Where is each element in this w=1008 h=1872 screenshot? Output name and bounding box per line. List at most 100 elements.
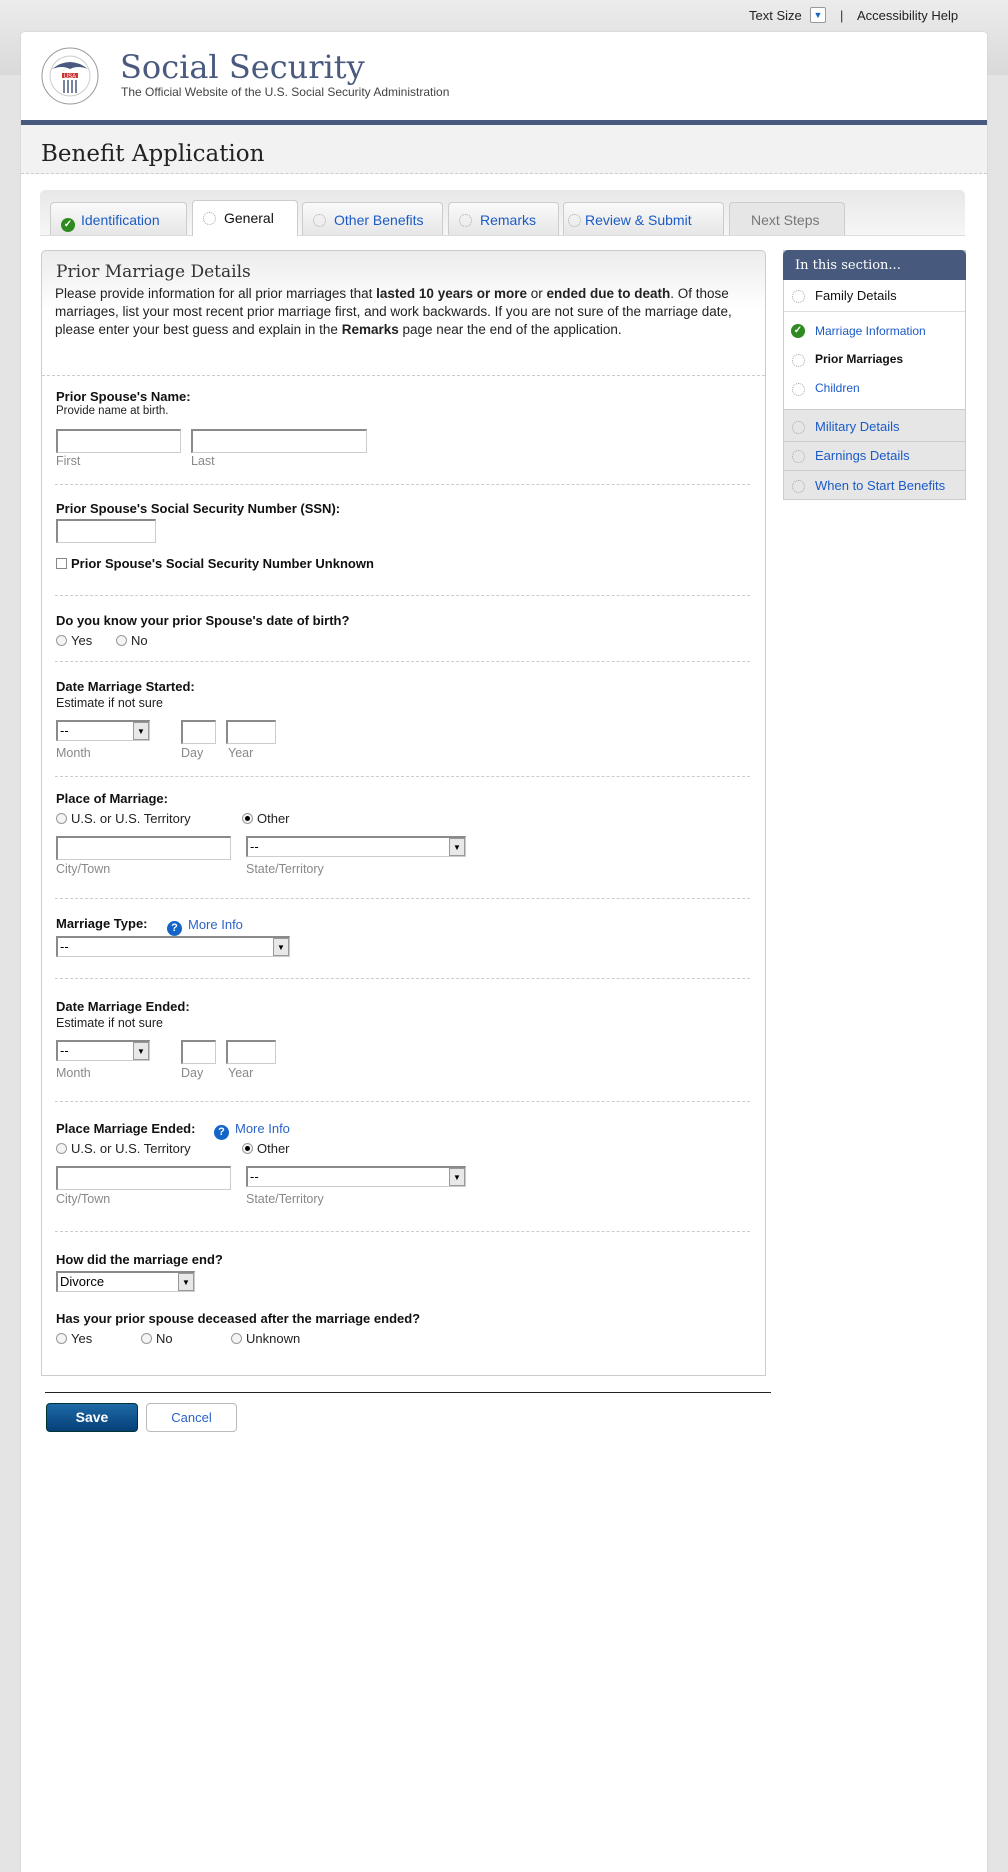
- divider: [55, 595, 750, 596]
- divider: [784, 470, 965, 471]
- tab-label: Review & Submit: [585, 212, 692, 228]
- last-name-input[interactable]: [191, 429, 367, 453]
- divider: [55, 1101, 750, 1102]
- tab-label: General: [224, 210, 274, 226]
- tab-label: Next Steps: [751, 212, 820, 228]
- place-ended-state-select[interactable]: -- ▼: [246, 1166, 466, 1187]
- place-us-radio[interactable]: U.S. or U.S. Territory: [56, 811, 191, 826]
- first-label: First: [56, 454, 81, 468]
- deceased-unknown-radio[interactable]: Unknown: [231, 1331, 300, 1346]
- marriage-type-select[interactable]: -- ▼: [56, 936, 290, 957]
- incomplete-circle-icon: [792, 354, 805, 367]
- accessibility-help-link[interactable]: Accessibility Help: [857, 8, 959, 23]
- incomplete-circle-icon: [792, 290, 805, 303]
- year-label: Year: [228, 1066, 254, 1080]
- incomplete-circle-icon: [792, 421, 805, 434]
- end-month-select[interactable]: -- ▼: [56, 1040, 150, 1061]
- divider: [42, 375, 765, 376]
- incomplete-circle-icon: [568, 214, 581, 227]
- place-ended-more-info[interactable]: ? More Info: [214, 1120, 290, 1140]
- incomplete-circle-icon: [459, 214, 472, 227]
- deceased-no-radio[interactable]: No: [141, 1331, 173, 1346]
- divider: [55, 1231, 750, 1232]
- end-date-label: Date Marriage Ended:: [56, 999, 190, 1014]
- text-size-dropdown[interactable]: ▼: [810, 7, 826, 23]
- place-other-radio[interactable]: Other: [242, 811, 290, 826]
- first-name-input[interactable]: [56, 429, 181, 453]
- day-label: Day: [181, 746, 204, 760]
- separator: |: [840, 8, 844, 23]
- save-button[interactable]: Save: [46, 1403, 138, 1432]
- end-year-input[interactable]: [226, 1040, 276, 1064]
- chevron-down-icon: ▼: [133, 1042, 149, 1060]
- marriage-type-more-info[interactable]: ? More Info: [167, 916, 243, 936]
- incomplete-circle-icon: [792, 383, 805, 396]
- sidebar-item-military-details[interactable]: Military Details: [783, 419, 966, 434]
- sidebar-item-when-to-start-benefits[interactable]: When to Start Benefits: [783, 478, 966, 493]
- ssn-label: Prior Spouse's Social Security Number (S…: [56, 501, 341, 516]
- tab-review-submit[interactable]: Review & Submit: [563, 202, 724, 235]
- start-year-input[interactable]: [226, 720, 276, 744]
- divider: [55, 484, 750, 485]
- place-ended-label: Place Marriage Ended:: [56, 1121, 196, 1136]
- place-ended-city-input[interactable]: [56, 1166, 231, 1190]
- checkbox-icon[interactable]: [56, 558, 67, 569]
- svg-text:USA: USA: [64, 74, 76, 80]
- state-label: State/Territory: [246, 1192, 324, 1206]
- place-state-select[interactable]: -- ▼: [246, 836, 466, 857]
- spouse-name-hint: Provide name at birth.: [56, 405, 169, 417]
- ssa-logo[interactable]: USA: [40, 45, 100, 107]
- place-ended-us-radio[interactable]: U.S. or U.S. Territory: [56, 1141, 191, 1156]
- sidebar-current-group: [784, 280, 965, 410]
- site-subtitle: The Official Website of the U.S. Social …: [121, 85, 450, 99]
- sidebar-item-children[interactable]: Children: [783, 381, 966, 396]
- state-label: State/Territory: [246, 862, 324, 876]
- end-day-input[interactable]: [181, 1040, 216, 1064]
- help-icon: ?: [214, 1125, 229, 1140]
- ssn-unknown-checkbox[interactable]: Prior Spouse's Social Security Number Un…: [56, 556, 374, 571]
- dob-question: Do you know your prior Spouse's date of …: [56, 613, 350, 628]
- place-city-input[interactable]: [56, 836, 231, 860]
- incomplete-circle-icon: [313, 214, 326, 227]
- tab-other-benefits[interactable]: Other Benefits: [302, 202, 443, 235]
- chevron-down-icon: ▼: [133, 722, 149, 740]
- divider: [784, 311, 965, 312]
- start-month-select[interactable]: -- ▼: [56, 720, 150, 741]
- place-ended-other-radio[interactable]: Other: [242, 1141, 290, 1156]
- month-label: Month: [56, 1066, 91, 1080]
- day-label: Day: [181, 1066, 204, 1080]
- text-size-label: Text Size: [749, 8, 802, 23]
- divider: [55, 898, 750, 899]
- tab-next-steps: Next Steps: [729, 202, 845, 235]
- tab-general[interactable]: General: [192, 200, 298, 236]
- sidebar-item-earnings-details[interactable]: Earnings Details: [783, 448, 966, 463]
- end-date-hint: Estimate if not sure: [56, 1016, 163, 1030]
- help-icon: ?: [167, 921, 182, 936]
- check-icon: ✓: [791, 324, 805, 338]
- sidebar-item-prior-marriages[interactable]: Prior Marriages: [783, 352, 966, 367]
- start-date-hint: Estimate if not sure: [56, 696, 163, 710]
- city-label: City/Town: [56, 862, 111, 876]
- incomplete-circle-icon: [792, 480, 805, 493]
- ssn-input[interactable]: [56, 519, 156, 543]
- page-title: Benefit Application: [41, 141, 265, 167]
- start-day-input[interactable]: [181, 720, 216, 744]
- sidebar-item-family-details[interactable]: Family Details: [783, 288, 966, 303]
- cancel-button[interactable]: Cancel: [146, 1403, 237, 1432]
- divider: [55, 661, 750, 662]
- sidebar-item-marriage-information[interactable]: ✓ Marriage Information: [783, 324, 966, 338]
- place-label: Place of Marriage:: [56, 791, 168, 806]
- tab-label: Other Benefits: [334, 212, 424, 228]
- dob-no-radio[interactable]: No: [116, 633, 148, 648]
- incomplete-circle-icon: [792, 450, 805, 463]
- dob-yes-radio[interactable]: Yes: [56, 633, 92, 648]
- tab-identification[interactable]: ✓ Identification: [50, 202, 187, 235]
- tab-remarks[interactable]: Remarks: [448, 202, 559, 235]
- site-title[interactable]: Social Security: [120, 48, 365, 86]
- deceased-yes-radio[interactable]: Yes: [56, 1331, 92, 1346]
- divider: [55, 776, 750, 777]
- year-label: Year: [228, 746, 254, 760]
- how-ended-select[interactable]: Divorce ▼: [56, 1271, 195, 1292]
- brand-bar: [21, 120, 987, 125]
- chevron-down-icon: ▼: [449, 1168, 465, 1186]
